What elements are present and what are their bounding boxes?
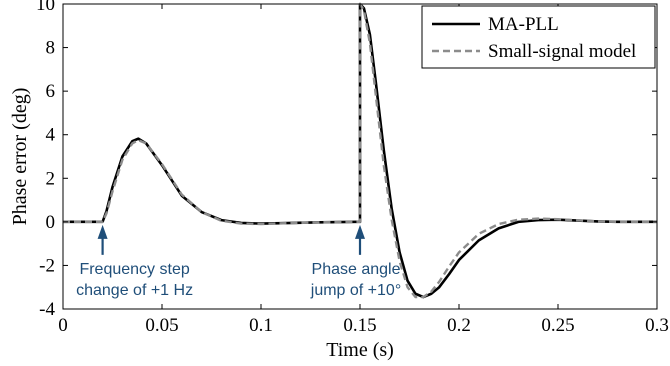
annotation-text: jump of +10° (310, 282, 401, 299)
annotation-text: Phase angle (312, 261, 401, 278)
series-layer (63, 2, 657, 299)
y-tick-label: 4 (46, 125, 56, 146)
y-tick-label: -2 (39, 255, 55, 276)
y-tick-label: 10 (36, 0, 55, 15)
y-axis-title: Phase error (deg) (9, 88, 31, 226)
x-tick-label: 0.25 (541, 315, 574, 336)
x-tick-label: 0.1 (249, 315, 273, 336)
legend-label: Small-signal model (488, 41, 636, 62)
annotation-text: change of +1 Hz (76, 282, 193, 299)
x-tick-label: 0.3 (645, 315, 669, 336)
annotation-text: Frequency step (79, 261, 189, 278)
y-tick-label: -4 (39, 299, 55, 320)
x-tick-label: 0.05 (145, 315, 178, 336)
x-axis-title: Time (s) (326, 339, 394, 361)
annotations-layer: Frequency step change of +1 Hz Phase angle… (76, 224, 401, 299)
ticks-layer: 0 0.05 0.1 0.15 0.2 0.25 0.3 -4 -2 0 2 4 6 8 10 (36, 0, 669, 336)
legend-label: MA-PLL (488, 14, 559, 35)
series-line-2 (63, 2, 657, 299)
y-tick-label: 6 (46, 81, 56, 102)
y-tick-label: 2 (46, 168, 56, 189)
x-tick-label: 0.15 (343, 315, 376, 336)
legend: MA-PLL Small-signal model (421, 5, 656, 69)
x-tick-label: 0.2 (447, 315, 471, 336)
annotation-arrow-head (97, 224, 108, 239)
legend-box (421, 5, 656, 69)
annotation-arrow-head (355, 224, 365, 239)
y-tick-label: 0 (46, 212, 56, 233)
y-tick-label: 8 (46, 38, 56, 59)
x-tick-label: 0 (58, 315, 68, 336)
